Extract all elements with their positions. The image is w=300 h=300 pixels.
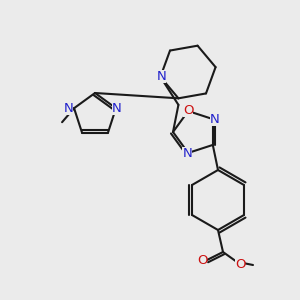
Text: N: N: [210, 112, 220, 126]
Text: O: O: [235, 257, 245, 271]
Text: O: O: [183, 103, 194, 117]
Text: O: O: [197, 254, 207, 268]
Text: N: N: [157, 70, 166, 83]
Text: N: N: [182, 147, 192, 161]
Text: N: N: [63, 102, 73, 115]
Text: N: N: [112, 102, 122, 115]
